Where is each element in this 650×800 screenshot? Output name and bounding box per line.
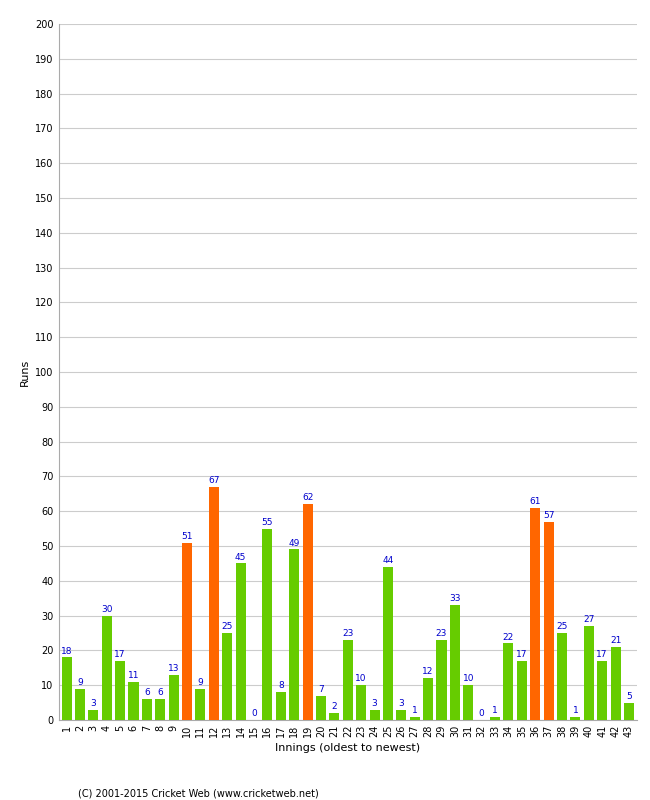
Text: 62: 62 xyxy=(302,494,313,502)
Text: 9: 9 xyxy=(198,678,203,687)
Text: 12: 12 xyxy=(422,667,434,677)
Bar xyxy=(597,661,607,720)
Text: 25: 25 xyxy=(222,622,233,631)
Bar xyxy=(263,529,272,720)
Text: 2: 2 xyxy=(332,702,337,711)
Bar xyxy=(356,685,366,720)
Text: 44: 44 xyxy=(382,556,393,565)
Bar xyxy=(88,710,98,720)
Text: 6: 6 xyxy=(157,688,163,698)
Text: 23: 23 xyxy=(436,630,447,638)
X-axis label: Innings (oldest to newest): Innings (oldest to newest) xyxy=(275,743,421,753)
Text: 11: 11 xyxy=(128,671,139,680)
Text: 51: 51 xyxy=(181,532,193,541)
Text: 21: 21 xyxy=(610,636,621,645)
Bar xyxy=(276,692,286,720)
Bar xyxy=(410,717,420,720)
Text: 30: 30 xyxy=(101,605,112,614)
Bar xyxy=(155,699,165,720)
Text: 22: 22 xyxy=(503,633,514,642)
Text: 61: 61 xyxy=(530,497,541,506)
Text: 1: 1 xyxy=(492,706,498,714)
Text: 27: 27 xyxy=(583,615,595,624)
Bar xyxy=(343,640,353,720)
Text: 1: 1 xyxy=(573,706,578,714)
Text: 8: 8 xyxy=(278,682,283,690)
Bar xyxy=(209,487,219,720)
Text: 13: 13 xyxy=(168,664,179,673)
Text: 9: 9 xyxy=(77,678,83,687)
Text: 10: 10 xyxy=(463,674,474,683)
Text: 17: 17 xyxy=(114,650,126,659)
Text: 1: 1 xyxy=(412,706,417,714)
Bar xyxy=(316,696,326,720)
Text: 17: 17 xyxy=(516,650,528,659)
Bar xyxy=(235,563,246,720)
Bar xyxy=(584,626,594,720)
Text: 10: 10 xyxy=(356,674,367,683)
Bar xyxy=(571,717,580,720)
Bar xyxy=(168,674,179,720)
Bar xyxy=(289,550,299,720)
Bar xyxy=(302,504,313,720)
Bar xyxy=(383,567,393,720)
Text: 3: 3 xyxy=(372,699,378,708)
Text: 45: 45 xyxy=(235,553,246,562)
Text: 49: 49 xyxy=(289,538,300,548)
Bar xyxy=(503,643,514,720)
Text: 0: 0 xyxy=(479,710,484,718)
Bar xyxy=(624,702,634,720)
Text: 17: 17 xyxy=(597,650,608,659)
Bar xyxy=(101,616,112,720)
Text: 3: 3 xyxy=(398,699,404,708)
Bar xyxy=(490,717,500,720)
Bar xyxy=(436,640,447,720)
Bar xyxy=(62,658,72,720)
Bar xyxy=(222,633,232,720)
Y-axis label: Runs: Runs xyxy=(20,358,30,386)
Bar xyxy=(369,710,380,720)
Text: 23: 23 xyxy=(342,630,354,638)
Bar xyxy=(196,689,205,720)
Bar xyxy=(543,522,554,720)
Text: 7: 7 xyxy=(318,685,324,694)
Text: 18: 18 xyxy=(61,646,72,656)
Bar xyxy=(557,633,567,720)
Text: 57: 57 xyxy=(543,511,554,520)
Bar xyxy=(423,678,433,720)
Bar xyxy=(530,508,540,720)
Text: 25: 25 xyxy=(556,622,567,631)
Bar xyxy=(450,605,460,720)
Text: 5: 5 xyxy=(626,692,632,701)
Text: (C) 2001-2015 Cricket Web (www.cricketweb.net): (C) 2001-2015 Cricket Web (www.cricketwe… xyxy=(78,788,318,798)
Bar xyxy=(610,647,621,720)
Bar xyxy=(75,689,85,720)
Text: 0: 0 xyxy=(251,710,257,718)
Bar xyxy=(463,685,473,720)
Bar xyxy=(115,661,125,720)
Text: 3: 3 xyxy=(90,699,96,708)
Text: 67: 67 xyxy=(208,476,220,485)
Text: 6: 6 xyxy=(144,688,150,698)
Bar xyxy=(330,713,339,720)
Bar xyxy=(142,699,152,720)
Bar xyxy=(129,682,138,720)
Text: 55: 55 xyxy=(262,518,273,527)
Bar xyxy=(182,542,192,720)
Bar xyxy=(396,710,406,720)
Bar xyxy=(517,661,527,720)
Text: 33: 33 xyxy=(449,594,461,603)
